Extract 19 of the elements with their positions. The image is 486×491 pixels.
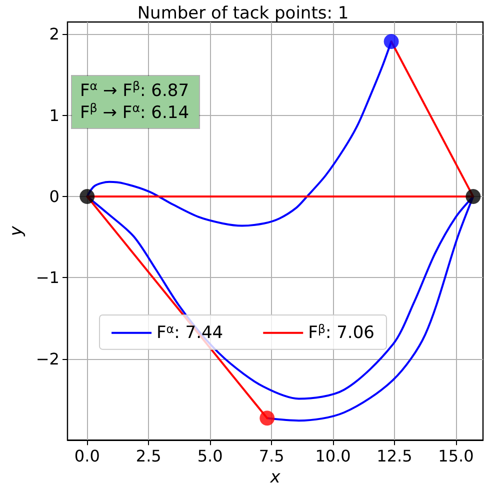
y-tick-label: −2 bbox=[36, 349, 60, 368]
y-tick-label: −1 bbox=[36, 268, 60, 288]
x-axis-title: x bbox=[269, 468, 282, 488]
x-tick-label: 5.0 bbox=[197, 446, 223, 466]
x-tick-label: 15.0 bbox=[438, 446, 474, 466]
x-tick-label: 10.0 bbox=[315, 446, 351, 466]
point bbox=[466, 189, 481, 204]
point bbox=[384, 34, 399, 49]
y-tick-label: 2 bbox=[49, 24, 60, 44]
x-tick-label: 7.5 bbox=[258, 446, 284, 466]
point bbox=[80, 189, 95, 204]
y-tick-label: 0 bbox=[49, 187, 60, 206]
y-axis-title: y bbox=[6, 225, 26, 238]
point bbox=[260, 410, 275, 426]
x-tick-label: 12.5 bbox=[376, 446, 412, 466]
x-tick-label: 2.5 bbox=[136, 446, 162, 466]
y-tick-label: 1 bbox=[49, 106, 60, 125]
chart-title: Number of tack points: 1 bbox=[137, 4, 349, 24]
x-tick-label: 0.0 bbox=[74, 446, 100, 466]
